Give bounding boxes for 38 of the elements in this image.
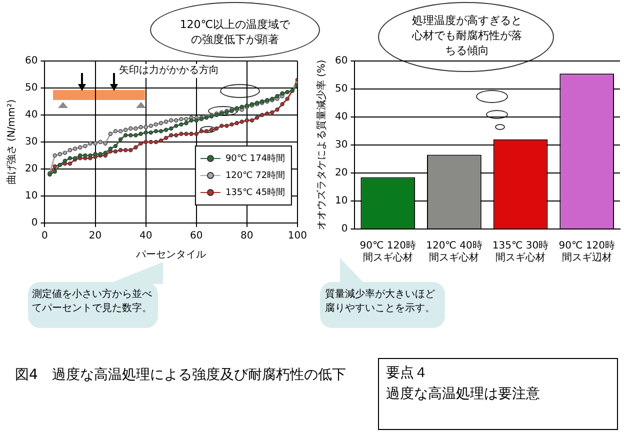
x-tick-label: 90℃ 120時間スギ心材	[360, 240, 416, 264]
y-tick-label: 60	[334, 56, 348, 67]
caption: 図4 過度な高温処理による強度及び耐腐朽性の低下	[15, 366, 347, 385]
y-tick-label: 40	[24, 110, 38, 121]
y-tick-label: 30	[334, 140, 348, 151]
x-tick-label: 80	[240, 230, 254, 242]
y-tick-label: 30	[24, 136, 38, 148]
text: 質量減少率が大きいほど腐りやすいことを示す。	[325, 288, 436, 315]
legend-label: 120℃ 72時間	[225, 170, 286, 181]
y-tick-label: 20	[24, 164, 38, 175]
y-tick-label: 40	[334, 112, 348, 123]
x-axis-title: パーセンタイル	[135, 250, 206, 261]
x-tick-label: 100	[288, 230, 308, 242]
x-tick-label: 40	[139, 230, 152, 242]
x-tick-label: 135℃ 30時間スギ心材	[492, 240, 549, 264]
y-tick-label: 10	[334, 196, 348, 207]
y-tick-label: 50	[334, 84, 348, 95]
y-tick-label: 10	[24, 190, 38, 202]
text: 測定値を小さい方から並べてパーセントで見た数字。	[32, 288, 153, 315]
y-tick-label: 0	[341, 224, 348, 235]
x-tick-label: 0	[42, 230, 48, 242]
y-tick-label: 0	[31, 218, 38, 229]
legend-label: 135℃ 45時間	[225, 186, 286, 198]
text: 要点４	[386, 364, 429, 383]
y-tick-label: 20	[334, 168, 348, 179]
y-axis-title: オオウズラタケによる質量減少率 (%)	[316, 60, 328, 230]
text: 処理温度が高すぎると心材でも耐腐朽性が落ちる傾向	[412, 14, 522, 59]
x-tick-label: 20	[88, 230, 102, 242]
text: 過度な高温処理は要注意	[386, 385, 541, 404]
y-axis-title: 曲げ強さ (N/mm²)	[6, 99, 18, 185]
annotation: 矢印は力がかかる方向	[119, 64, 227, 78]
y-tick-label: 50	[24, 82, 38, 94]
x-tick-label: 60	[190, 230, 203, 242]
x-tick-label: 90℃ 120時間スギ辺材	[558, 240, 615, 264]
y-tick-label: 60	[24, 56, 38, 67]
legend-label: 90℃ 174時間	[225, 152, 286, 164]
text: 120℃以上の温度域での強度低下が顕著	[178, 18, 292, 48]
x-tick-label: 120℃ 40時間スギ心材	[426, 240, 482, 264]
